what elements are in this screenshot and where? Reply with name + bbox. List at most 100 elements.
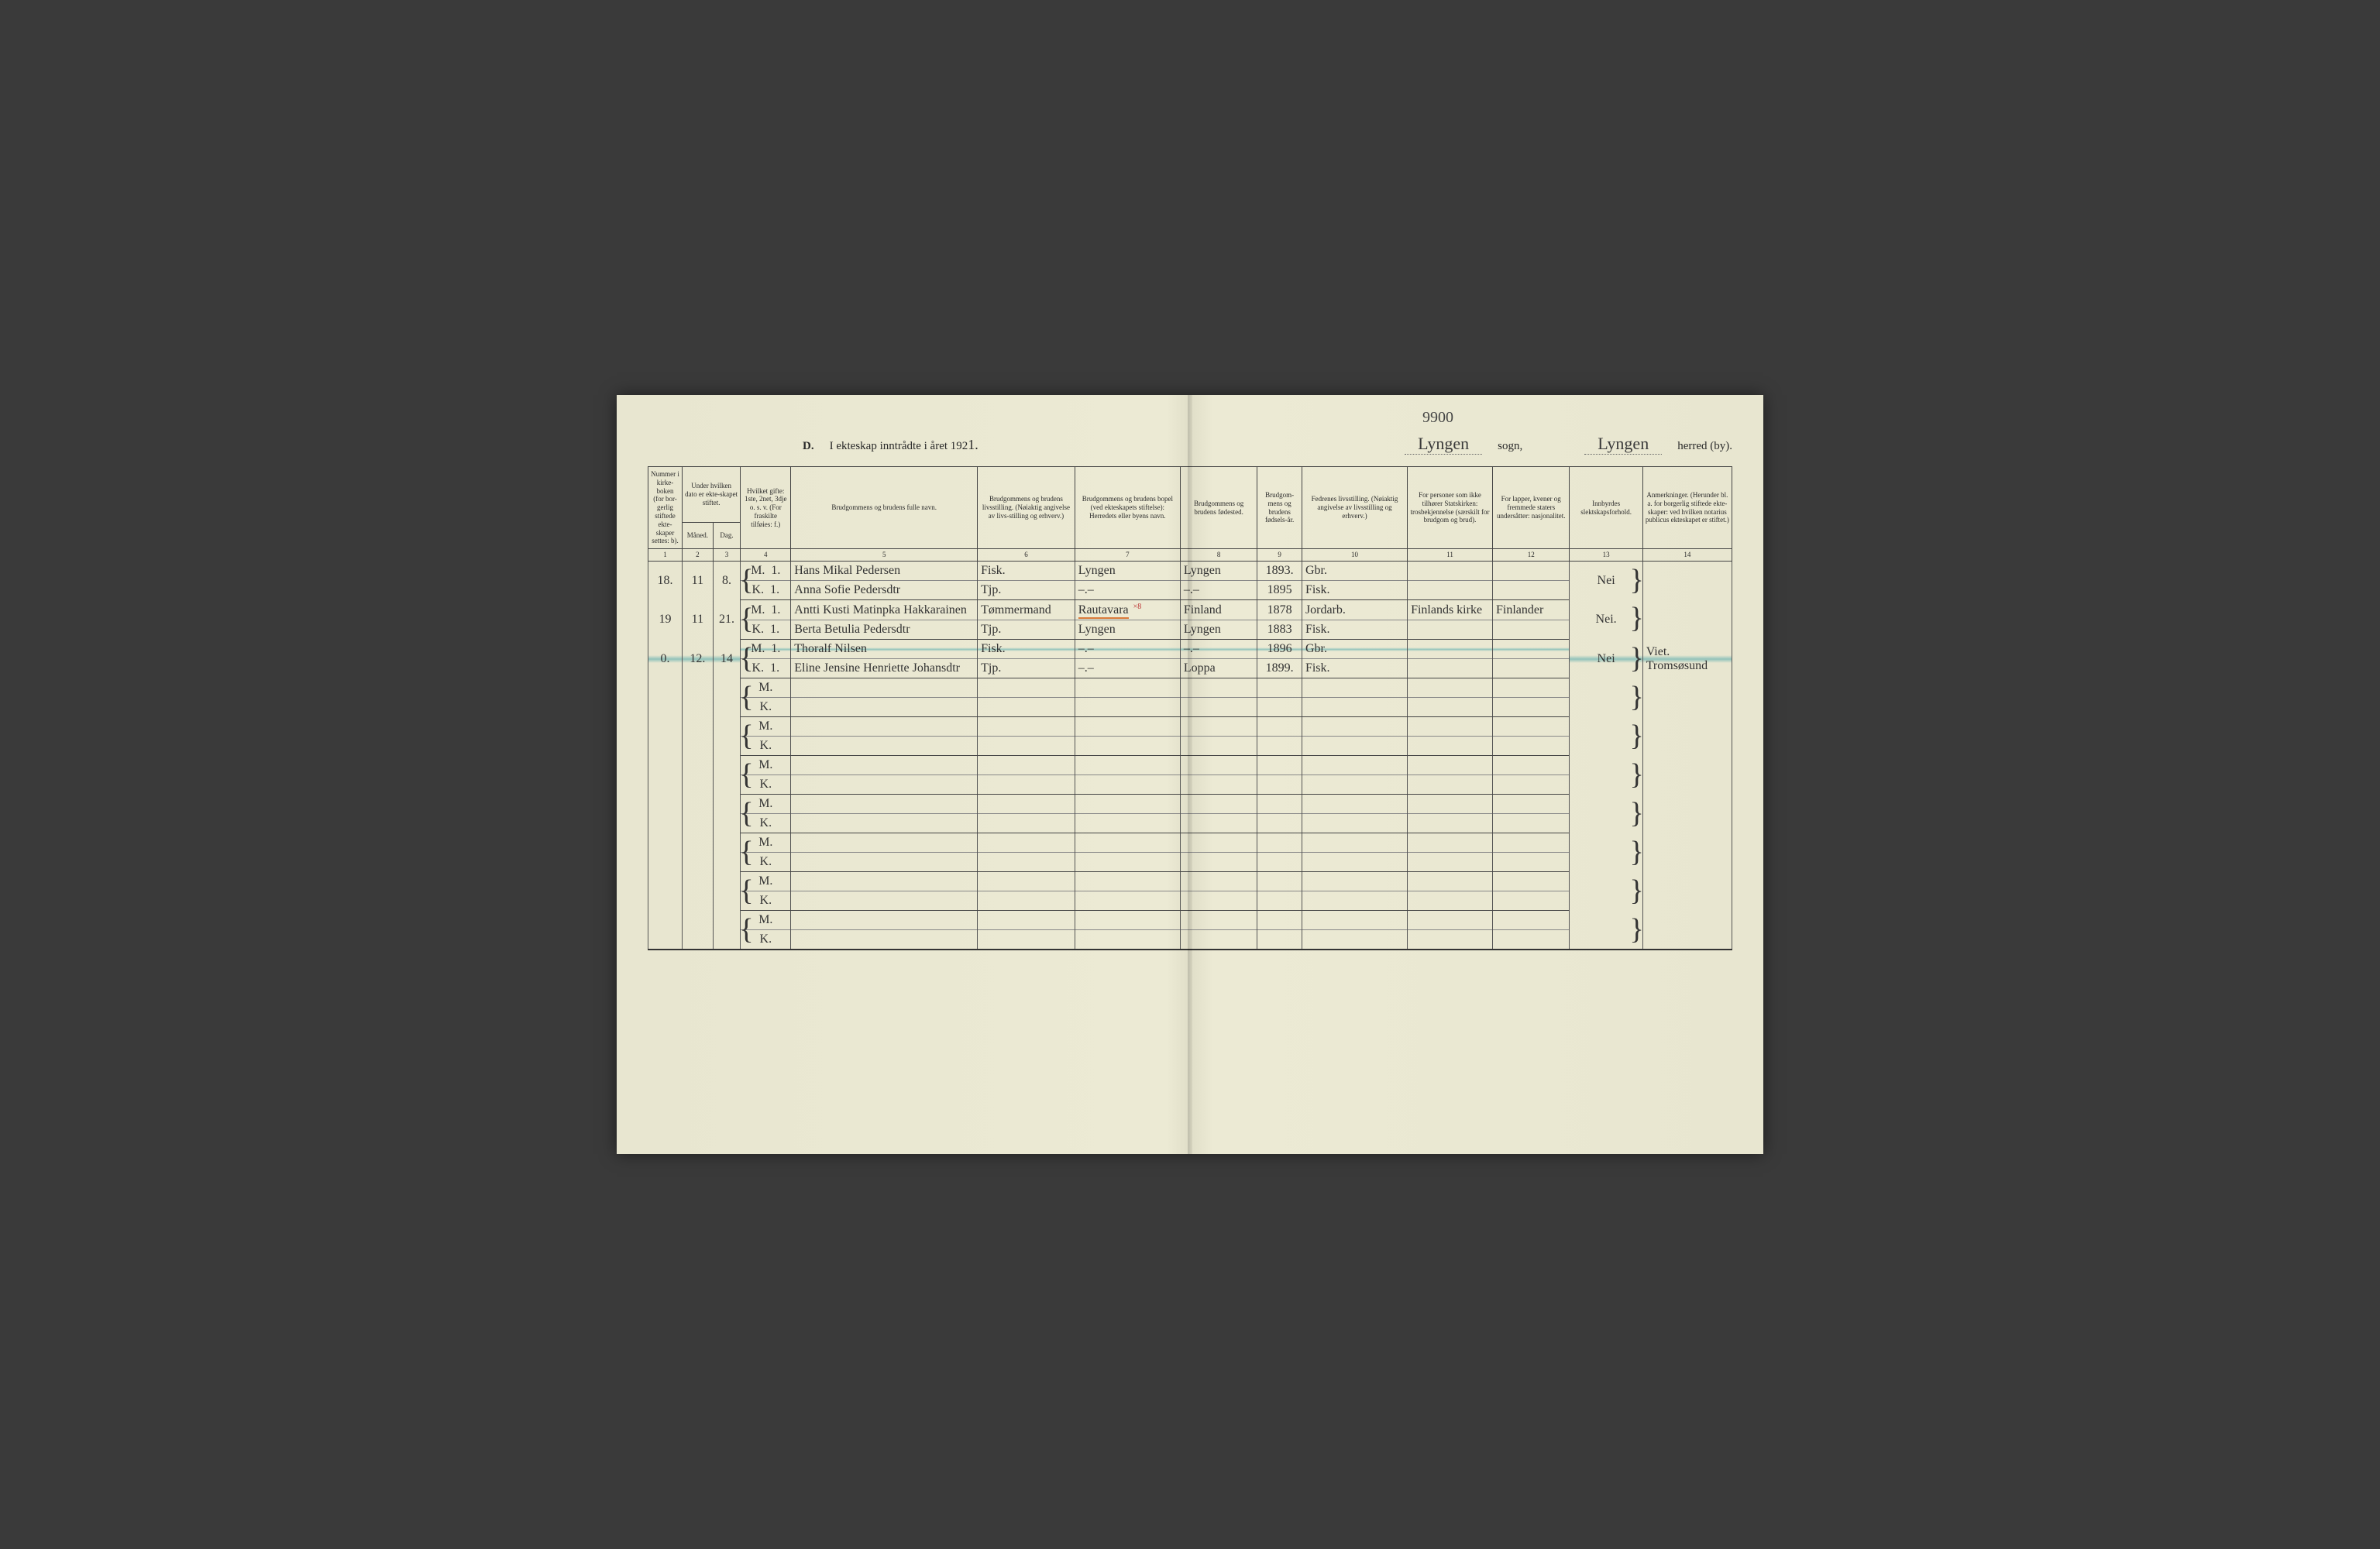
bride-birthyear: 1883 [1257,620,1302,640]
col-num: 7 [1075,549,1180,562]
empty-cell [1075,737,1180,756]
empty-cell [1257,795,1302,814]
empty-cell [791,853,978,872]
empty-cell [1408,853,1493,872]
empty-cell [1493,795,1570,814]
empty-cell [1408,698,1493,717]
cell [648,833,683,872]
empty-cell [978,795,1075,814]
empty-cell [1493,833,1570,853]
empty-cell [1302,814,1407,833]
empty-cell [1493,872,1570,891]
cell [682,833,713,872]
cell [648,756,683,795]
empty-cell [1075,833,1180,853]
empty-cell [1302,911,1407,930]
col-header: Anmerkninger. (Herunder bl. a. for borge… [1642,467,1732,549]
bride-name: Berta Betulia Pedersdtr [791,620,978,640]
col-header: For personer som ikke tilhører Statskirk… [1408,467,1493,549]
remarks [1642,833,1732,872]
empty-cell [1302,775,1407,795]
cell [682,678,713,717]
remarks [1642,561,1732,599]
empty-cell [978,833,1075,853]
groom-residence: Rautavara×8 [1075,599,1180,620]
empty-cell [978,698,1075,717]
mk-m: {M. [741,833,791,853]
empty-cell [978,737,1075,756]
empty-cell [1257,678,1302,698]
groom-father-occupation: Gbr. [1302,640,1407,659]
empty-cell [791,795,978,814]
mk-m: {M. 1. [741,640,791,659]
empty-cell [1075,795,1180,814]
empty-cell [1408,814,1493,833]
col-header: Nummer i kirke-boken (for bor-gerlig sti… [648,467,683,549]
bride-nationality [1493,659,1570,678]
kinship: }Nei. [1570,599,1642,639]
kinship: } [1570,795,1642,833]
bride-nationality [1493,580,1570,599]
mk-m: {M. 1. [741,599,791,620]
empty-cell [1302,872,1407,891]
mk-k: K. [741,853,791,872]
col-header-dag: Dag. [713,522,741,548]
empty-cell [1302,756,1407,775]
empty-cell [978,814,1075,833]
bride-nationality [1493,620,1570,640]
empty-cell [1302,737,1407,756]
groom-father-occupation: Jordarb. [1302,599,1407,620]
remarks [1642,911,1732,950]
day: 21. [713,599,741,639]
kinship: } [1570,756,1642,795]
bride-confession [1408,580,1493,599]
entry-number: 18. [648,561,683,599]
empty-cell [1493,717,1570,737]
empty-cell [1075,872,1180,891]
empty-cell [1408,872,1493,891]
groom-name: Antti Kusti Matinpka Hakkarainen [791,599,978,620]
entry-number: 0. [648,640,683,678]
empty-cell [1493,775,1570,795]
empty-cell [978,930,1075,950]
empty-cell [1257,930,1302,950]
groom-name: Thoralf Nilsen [791,640,978,659]
empty-cell [978,853,1075,872]
bride-name: Anna Sofie Pedersdtr [791,580,978,599]
col-num: 6 [978,549,1075,562]
header-prefix: D. [803,440,814,453]
col-num: 2 [682,549,713,562]
col-num: 12 [1493,549,1570,562]
mk-m: {M. [741,872,791,891]
bride-confession [1408,659,1493,678]
empty-cell [791,814,978,833]
col-num: 3 [713,549,741,562]
empty-cell [1493,930,1570,950]
cell [648,795,683,833]
bride-father-occupation: Fisk. [1302,659,1407,678]
empty-cell [1075,756,1180,775]
bride-confession [1408,620,1493,640]
col-num: 1 [648,549,683,562]
cell [682,911,713,950]
groom-birthyear: 1896 [1257,640,1302,659]
cell [648,911,683,950]
cell [648,678,683,717]
empty-cell [1302,795,1407,814]
mk-k: K. [741,891,791,911]
mk-k: K. 1. [741,620,791,640]
empty-cell [978,911,1075,930]
mk-k: K. [741,930,791,950]
col-header: Fedrenes livsstilling. (Nøiaktig angivel… [1302,467,1407,549]
empty-cell [791,756,978,775]
cell [713,833,741,872]
empty-cell [791,717,978,737]
empty-cell [791,930,978,950]
col-header: Innbyrdes slektskapsforhold. [1570,467,1642,549]
month: 11 [682,599,713,639]
empty-cell [1302,698,1407,717]
sogn-label: sogn, [1498,440,1522,453]
cell [648,717,683,756]
kinship: }Nei [1570,561,1642,599]
cell [682,756,713,795]
